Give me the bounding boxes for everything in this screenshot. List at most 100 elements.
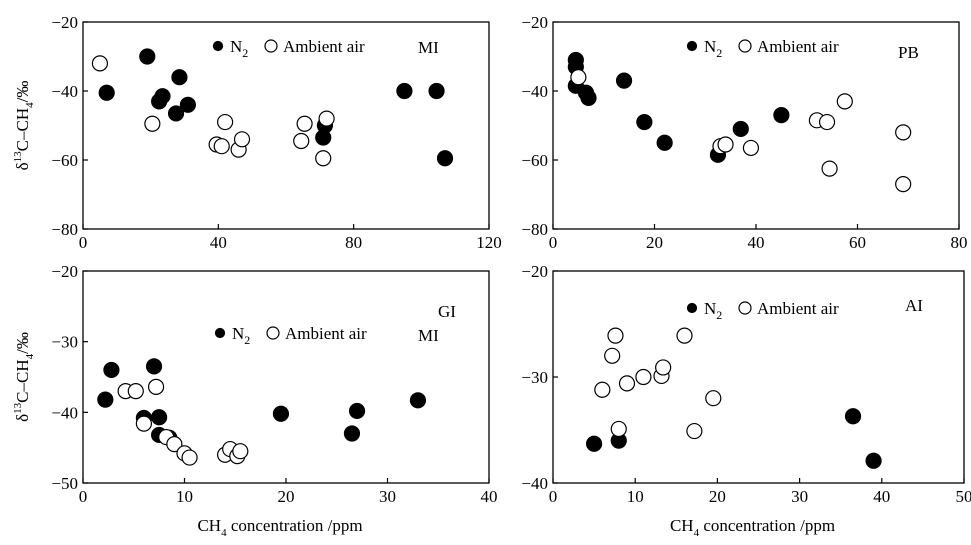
legend-label: Ambient air xyxy=(285,324,367,343)
data-point-ambient-air xyxy=(896,177,911,192)
data-point-ambient-air xyxy=(128,384,143,399)
data-point-ambient-air xyxy=(145,116,160,131)
data-point-ambient-air xyxy=(706,391,721,406)
data-point-ambient-air xyxy=(718,137,733,152)
data-point-n2 xyxy=(587,436,602,451)
y-tick-label: −80 xyxy=(521,220,548,239)
data-point-n2 xyxy=(98,392,113,407)
x-tick-label: 40 xyxy=(210,233,227,252)
x-tick-label: 30 xyxy=(791,487,808,506)
data-point-ambient-air xyxy=(218,115,233,130)
data-point-n2 xyxy=(180,97,195,112)
legend-marker xyxy=(688,42,697,51)
data-point-ambient-air xyxy=(687,424,702,439)
legend-marker xyxy=(688,304,697,313)
data-point-ambient-air xyxy=(182,450,197,465)
y-tick-label: −50 xyxy=(51,474,78,493)
x-axis-title: CH4 concentration /ppm xyxy=(197,516,362,539)
data-point-ambient-air xyxy=(820,115,835,130)
data-point-n2 xyxy=(397,84,412,99)
data-point-ambient-air xyxy=(92,56,107,71)
data-point-n2 xyxy=(774,108,789,123)
x-tick-label: 80 xyxy=(345,233,362,252)
legend-marker xyxy=(739,302,751,314)
x-tick-label: 0 xyxy=(79,233,88,252)
x-tick-label: 20 xyxy=(278,487,295,506)
data-point-n2 xyxy=(155,89,170,104)
data-point-n2 xyxy=(152,410,167,425)
data-point-ambient-air xyxy=(595,382,610,397)
data-point-n2 xyxy=(344,426,359,441)
panel-label: MI xyxy=(418,38,439,57)
panel-label: GI xyxy=(438,302,456,321)
y-tick-label: −60 xyxy=(51,151,78,170)
panel-label: MI xyxy=(418,326,439,345)
data-point-n2 xyxy=(637,115,652,130)
data-point-n2 xyxy=(147,359,162,374)
data-point-n2 xyxy=(172,70,187,85)
y-tick-label: −40 xyxy=(521,474,548,493)
y-tick-label: −20 xyxy=(521,13,548,32)
data-point-n2 xyxy=(657,135,672,150)
y-tick-label: −30 xyxy=(521,368,548,387)
data-point-ambient-air xyxy=(233,444,248,459)
x-tick-label: 20 xyxy=(709,487,726,506)
data-point-ambient-air xyxy=(319,111,334,126)
y-tick-label: −40 xyxy=(51,403,78,422)
data-point-ambient-air xyxy=(294,134,309,149)
data-point-ambient-air xyxy=(822,161,837,176)
panel-label: PB xyxy=(898,43,919,62)
x-tick-label: 40 xyxy=(748,233,765,252)
x-tick-label: 50 xyxy=(956,487,971,506)
data-point-ambient-air xyxy=(149,379,164,394)
data-point-n2 xyxy=(104,362,119,377)
data-point-ambient-air xyxy=(316,151,331,166)
data-point-n2 xyxy=(273,406,288,421)
data-point-ambient-air xyxy=(677,328,692,343)
x-tick-label: 120 xyxy=(476,233,502,252)
data-point-ambient-air xyxy=(605,348,620,363)
legend-label: N2 xyxy=(704,37,722,60)
x-tick-label: 10 xyxy=(176,487,193,506)
data-point-n2 xyxy=(846,409,861,424)
legend-label: Ambient air xyxy=(283,37,365,56)
legend-marker xyxy=(216,329,225,338)
y-tick-label: −30 xyxy=(51,333,78,352)
data-point-ambient-air xyxy=(136,416,151,431)
y-tick-label: −20 xyxy=(51,262,78,281)
x-tick-label: 30 xyxy=(379,487,396,506)
data-point-ambient-air xyxy=(611,421,626,436)
y-axis-title: δ13C–CH4/‰ xyxy=(12,332,36,422)
data-point-n2 xyxy=(733,121,748,136)
data-point-n2 xyxy=(429,84,444,99)
data-point-ambient-air xyxy=(837,94,852,109)
y-tick-label: −80 xyxy=(51,220,78,239)
legend-label: N2 xyxy=(230,37,248,60)
x-tick-label: 0 xyxy=(79,487,88,506)
legend-label: N2 xyxy=(704,299,722,322)
panel-label: AI xyxy=(905,296,923,315)
y-tick-label: −20 xyxy=(521,262,548,281)
y-axis-title: δ13C–CH4/‰ xyxy=(12,81,36,171)
data-point-ambient-air xyxy=(608,328,623,343)
data-point-n2 xyxy=(99,85,114,100)
y-tick-label: −40 xyxy=(521,82,548,101)
data-point-n2 xyxy=(866,453,881,468)
x-axis-title: CH4 concentration /ppm xyxy=(670,516,835,539)
legend-marker xyxy=(739,40,751,52)
y-tick-label: −20 xyxy=(51,13,78,32)
x-tick-label: 40 xyxy=(481,487,498,506)
data-point-n2 xyxy=(350,403,365,418)
data-point-ambient-air xyxy=(896,125,911,140)
x-tick-label: 80 xyxy=(951,233,968,252)
data-point-ambient-air xyxy=(297,116,312,131)
data-point-n2 xyxy=(581,90,596,105)
data-point-ambient-air xyxy=(743,140,758,155)
legend-label: Ambient air xyxy=(757,37,839,56)
legend-label: Ambient air xyxy=(757,299,839,318)
